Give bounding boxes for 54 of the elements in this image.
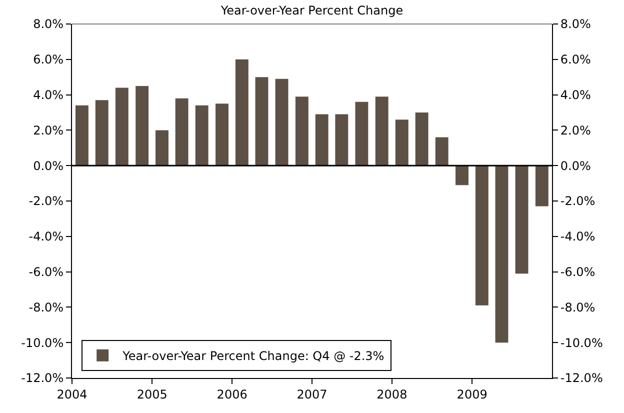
y-tick-label: 6.0% bbox=[33, 52, 64, 67]
bar bbox=[295, 96, 308, 166]
bar bbox=[515, 166, 528, 274]
bar bbox=[255, 77, 268, 166]
bar bbox=[395, 120, 408, 166]
x-tick-label: 2005 bbox=[136, 387, 168, 402]
bar bbox=[415, 112, 428, 166]
x-tick-label: 2007 bbox=[296, 387, 328, 402]
chart-title: Year-over-Year Percent Change bbox=[220, 4, 404, 18]
y2-tick-label: 2.0% bbox=[560, 123, 591, 138]
y-tick-label: -12.0% bbox=[21, 371, 64, 386]
y-tick-label: 0.0% bbox=[33, 158, 64, 173]
y-tick-label: 2.0% bbox=[33, 123, 64, 138]
y2-tick-label: -4.0% bbox=[560, 230, 596, 244]
bar bbox=[95, 100, 108, 166]
y2-tick-label: 0.0% bbox=[560, 158, 591, 173]
bar bbox=[435, 137, 448, 166]
y2-tick-label: -2.0% bbox=[560, 194, 596, 208]
bar bbox=[136, 86, 149, 166]
bar bbox=[315, 114, 328, 166]
bar bbox=[535, 166, 548, 206]
y-tick-label: -8.0% bbox=[28, 300, 64, 314]
x-tick-label: 2008 bbox=[376, 387, 408, 402]
x-tick-label: 2004 bbox=[56, 387, 88, 402]
y2-tick-label: 6.0% bbox=[560, 52, 591, 67]
y2-tick-label: -6.0% bbox=[560, 265, 596, 279]
x-tick-label: 2006 bbox=[216, 387, 248, 402]
bar bbox=[475, 166, 488, 306]
x-tick-label: 2009 bbox=[456, 387, 488, 402]
legend-label: Year-over-Year Percent Change: Q4 @ -2.3% bbox=[122, 349, 384, 364]
bar bbox=[495, 166, 508, 343]
bar bbox=[275, 78, 288, 166]
bar bbox=[115, 88, 128, 166]
y2-tick-label: 8.0% bbox=[560, 17, 591, 32]
bar bbox=[75, 105, 88, 166]
bar bbox=[375, 96, 388, 166]
bar bbox=[195, 105, 208, 166]
y2-tick-label: -8.0% bbox=[560, 300, 596, 314]
y-tick-label: 8.0% bbox=[33, 17, 64, 32]
bar bbox=[216, 104, 228, 166]
y-tick-label: -10.0% bbox=[21, 336, 64, 350]
y-tick-label: -6.0% bbox=[28, 265, 64, 279]
bar bbox=[235, 59, 248, 166]
y-tick-label: -4.0% bbox=[28, 230, 64, 244]
y2-tick-label: -12.0% bbox=[560, 371, 603, 386]
bar bbox=[456, 166, 468, 186]
y2-tick-label: -10.0% bbox=[560, 336, 603, 350]
y2-tick-label: 4.0% bbox=[560, 88, 591, 102]
bar bbox=[355, 102, 368, 166]
bar bbox=[156, 130, 168, 166]
y-tick-label: 4.0% bbox=[33, 88, 64, 102]
y-tick-label: -2.0% bbox=[28, 194, 64, 208]
bar bbox=[175, 98, 188, 166]
bar bbox=[335, 114, 348, 166]
